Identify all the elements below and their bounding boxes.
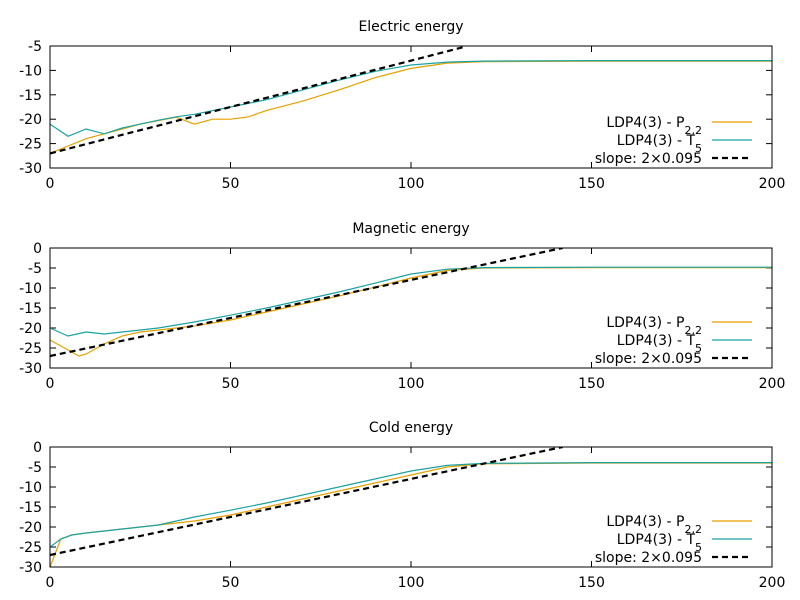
x-tick-label: 200 [759,575,786,591]
legend-label-2: LDP4(3) - T5 [617,333,702,355]
series-line-2 [50,266,772,337]
y-tick-label: -20 [19,112,42,128]
x-tick-label: 100 [398,575,425,591]
legend-label-2: LDP4(3) - T5 [617,133,702,155]
x-tick-label: 150 [578,176,605,192]
y-tick-label: -5 [28,39,42,55]
series-line-1 [50,267,772,357]
plot-area [49,45,773,169]
series-line-3 [50,248,563,358]
legend-label-3: slope: 2×0.095 [595,151,702,167]
legend-label-1: LDP4(3) - P2,2 [606,514,702,536]
y-tick-label: -30 [19,361,42,377]
y-tick-label: -30 [19,560,42,576]
x-tick-label: 200 [759,176,786,192]
y-tick-label: -15 [19,301,42,317]
chart-panel-3: Cold energy 0 50 100 150 200 0 -5 -10 -15 -20 -25 -3… [19,420,785,591]
chart-panel-1: Electric energy 0 50 100 150 200 -5 -10 -15 -20 -2… [19,19,785,192]
legend-label-1: LDP4(3) - P2,2 [606,315,702,337]
chart-title: Magnetic energy [352,221,469,237]
legend-label-1: LDP4(3) - P2,2 [606,115,702,137]
y-tick-label: -15 [19,500,42,516]
y-tick-label: 0 [33,241,42,257]
legend-label-3: slope: 2×0.095 [595,351,702,367]
y-tick-label: -15 [19,88,42,104]
legend-label-2: LDP4(3) - T5 [617,532,702,554]
y-tick-label: -5 [28,460,42,476]
y-tick-label: -5 [28,261,42,277]
series-line-2 [50,60,772,137]
y-tick-label: -10 [19,63,42,79]
x-tick-label: 0 [46,376,55,392]
series-line-3 [50,46,466,155]
chart-title: Cold energy [369,420,453,436]
y-tick-label: -25 [19,137,42,153]
y-tick-label: -25 [19,341,42,357]
y-tick-label: -10 [19,281,42,297]
y-tick-label: -10 [19,480,42,496]
chart-panel-2: Magnetic energy 0 50 100 150 200 0 -5 -10 -15 -20 -… [19,221,785,392]
y-tick-label: -20 [19,520,42,536]
y-tick-label: 0 [33,440,42,456]
x-tick-label: 150 [578,575,605,591]
y-tick-label: -30 [19,161,42,177]
x-tick-label: 50 [222,376,240,392]
x-tick-label: 100 [398,376,425,392]
legend-label-3: slope: 2×0.095 [595,550,702,566]
x-tick-label: 0 [46,575,55,591]
series-line-2 [50,462,772,548]
y-tick-label: -25 [19,540,42,556]
x-tick-label: 200 [759,376,786,392]
plot-area [49,247,773,369]
x-tick-label: 0 [46,176,55,192]
x-tick-label: 150 [578,376,605,392]
y-tick-label: -20 [19,321,42,337]
chart-title: Electric energy [358,19,463,35]
plot-area [49,446,773,568]
x-tick-label: 50 [222,575,240,591]
x-tick-label: 50 [222,176,240,192]
x-tick-label: 100 [398,176,425,192]
series-line-3 [50,447,563,557]
